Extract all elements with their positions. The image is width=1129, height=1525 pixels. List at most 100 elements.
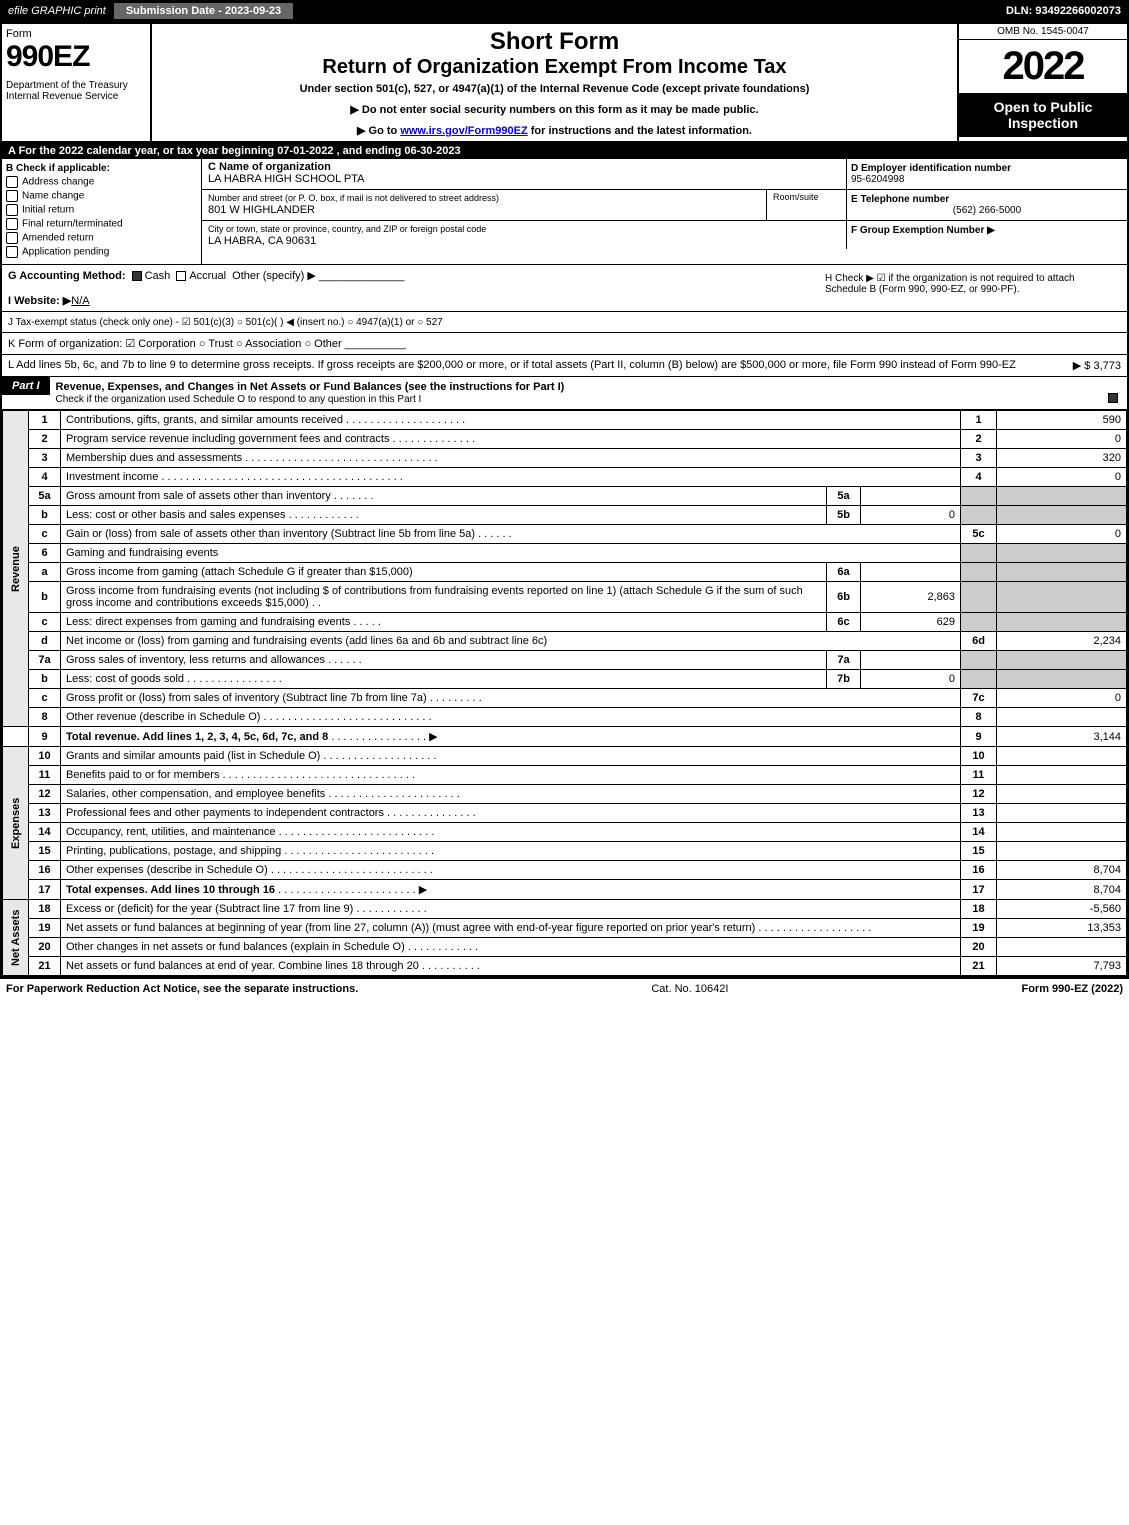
- ln8-box: 8: [961, 708, 997, 727]
- ln6c-valshade: [997, 613, 1127, 632]
- cb-application-pending[interactable]: Application pending: [6, 246, 197, 258]
- ln20-desc: Other changes in net assets or fund bala…: [66, 941, 405, 953]
- cb-amended-return[interactable]: Amended return: [6, 232, 197, 244]
- cb-cash[interactable]: [132, 271, 142, 281]
- footer-center: Cat. No. 10642I: [651, 983, 728, 995]
- irs-link[interactable]: www.irs.gov/Form990EZ: [400, 125, 527, 137]
- ln8-num: 8: [29, 708, 61, 727]
- room-suite-label: Room/suite: [767, 190, 847, 220]
- ln7b-num: b: [29, 670, 61, 689]
- l-text: L Add lines 5b, 6c, and 7b to line 9 to …: [8, 359, 1021, 372]
- ln1-desc: Contributions, gifts, grants, and simila…: [66, 414, 343, 426]
- ln5b-valshade: [997, 506, 1127, 525]
- ln5a-sv: [861, 487, 961, 506]
- ln1-num: 1: [29, 411, 61, 430]
- ln8-val: [997, 708, 1127, 727]
- footer-left: For Paperwork Reduction Act Notice, see …: [6, 983, 358, 995]
- ln6-boxshade: [961, 544, 997, 563]
- ln4-num: 4: [29, 468, 61, 487]
- ln2-val: 0: [997, 430, 1127, 449]
- ln14-box: 14: [961, 823, 997, 842]
- ln7b-valshade: [997, 670, 1127, 689]
- ln5c-box: 5c: [961, 525, 997, 544]
- e-tel-label: E Telephone number: [851, 194, 949, 205]
- ln4-val: 0: [997, 468, 1127, 487]
- ln13-desc: Professional fees and other payments to …: [66, 807, 384, 819]
- ln5a-desc: Gross amount from sale of assets other t…: [66, 490, 331, 502]
- ln6d-num: d: [29, 632, 61, 651]
- form-title-1: Short Form: [160, 28, 949, 56]
- ln10-val: [997, 747, 1127, 766]
- ln9-desc: Total revenue. Add lines 1, 2, 3, 4, 5c,…: [66, 731, 328, 743]
- ln7a-valshade: [997, 651, 1127, 670]
- ln4-box: 4: [961, 468, 997, 487]
- instruction-1: ▶ Do not enter social security numbers o…: [160, 103, 949, 116]
- accrual-label: Accrual: [189, 270, 226, 282]
- ln7c-desc: Gross profit or (loss) from sales of inv…: [66, 692, 427, 704]
- ln7b-sub: 7b: [827, 670, 861, 689]
- cb-name-change[interactable]: Name change: [6, 190, 197, 202]
- ln11-box: 11: [961, 766, 997, 785]
- cash-label: Cash: [145, 270, 171, 282]
- ln5a-boxshade: [961, 487, 997, 506]
- ln5b-sv: 0: [861, 506, 961, 525]
- ln6a-valshade: [997, 563, 1127, 582]
- d-ein-label: D Employer identification number: [851, 163, 1011, 174]
- ln9-val: 3,144: [997, 727, 1127, 747]
- website-value: N/A: [71, 295, 89, 307]
- cb-address-change[interactable]: Address change: [6, 176, 197, 188]
- cb-schedule-o[interactable]: [1108, 393, 1118, 403]
- part-i-check: Check if the organization used Schedule …: [56, 394, 422, 405]
- ln14-num: 14: [29, 823, 61, 842]
- ln6-num: 6: [29, 544, 61, 563]
- ln5b-boxshade: [961, 506, 997, 525]
- netassets-sidelabel: Net Assets: [3, 900, 29, 976]
- ln3-desc: Membership dues and assessments: [66, 452, 242, 464]
- ln6b-sub: 6b: [827, 582, 861, 613]
- ln14-val: [997, 823, 1127, 842]
- form-title-2: Return of Organization Exempt From Incom…: [160, 56, 949, 79]
- ln19-val: 13,353: [997, 919, 1127, 938]
- ln18-box: 18: [961, 900, 997, 919]
- ln7c-box: 7c: [961, 689, 997, 708]
- line-k: K Form of organization: ☑ Corporation ○ …: [2, 333, 1127, 355]
- ln6a-boxshade: [961, 563, 997, 582]
- ln6c-num: c: [29, 613, 61, 632]
- ln7c-val: 0: [997, 689, 1127, 708]
- ln20-num: 20: [29, 938, 61, 957]
- ln10-num: 10: [29, 747, 61, 766]
- l-amount: ▶ $ 3,773: [1021, 359, 1121, 372]
- header-center: Short Form Return of Organization Exempt…: [152, 24, 957, 141]
- b-header: B Check if applicable:: [6, 163, 110, 174]
- ln12-val: [997, 785, 1127, 804]
- footer-right: Form 990-EZ (2022): [1021, 983, 1123, 995]
- ln6-desc: Gaming and fundraising events: [66, 547, 218, 559]
- efile-label: efile GRAPHIC print: [0, 3, 114, 19]
- form-word: Form: [6, 28, 146, 40]
- ln6c-boxshade: [961, 613, 997, 632]
- ln20-box: 20: [961, 938, 997, 957]
- cb-initial-return[interactable]: Initial return: [6, 204, 197, 216]
- part-i-title: Revenue, Expenses, and Changes in Net As…: [56, 381, 565, 393]
- form-number: 990EZ: [6, 40, 146, 74]
- ln11-num: 11: [29, 766, 61, 785]
- ln19-desc: Net assets or fund balances at beginning…: [66, 922, 755, 934]
- h-text: H Check ▶ ☑ if the organization is not r…: [821, 269, 1121, 307]
- ln1-val: 590: [997, 411, 1127, 430]
- ln9-num: 9: [29, 727, 61, 747]
- street-label: Number and street (or P. O. box, if mail…: [208, 193, 499, 203]
- ln13-num: 13: [29, 804, 61, 823]
- ln15-desc: Printing, publications, postage, and shi…: [66, 845, 281, 857]
- ln15-val: [997, 842, 1127, 861]
- ln6c-sv: 629: [861, 613, 961, 632]
- ln6c-sub: 6c: [827, 613, 861, 632]
- ln2-desc: Program service revenue including govern…: [66, 433, 389, 445]
- part-i-table: Revenue 1 Contributions, gifts, grants, …: [2, 410, 1127, 976]
- cb-final-return[interactable]: Final return/terminated: [6, 218, 197, 230]
- ein-value: 95-6204998: [851, 174, 904, 185]
- ln5a-valshade: [997, 487, 1127, 506]
- cb-accrual[interactable]: [176, 271, 186, 281]
- ln6a-desc: Gross income from gaming (attach Schedul…: [66, 566, 413, 578]
- department-label: Department of the TreasuryInternal Reven…: [6, 80, 146, 102]
- ln6a-num: a: [29, 563, 61, 582]
